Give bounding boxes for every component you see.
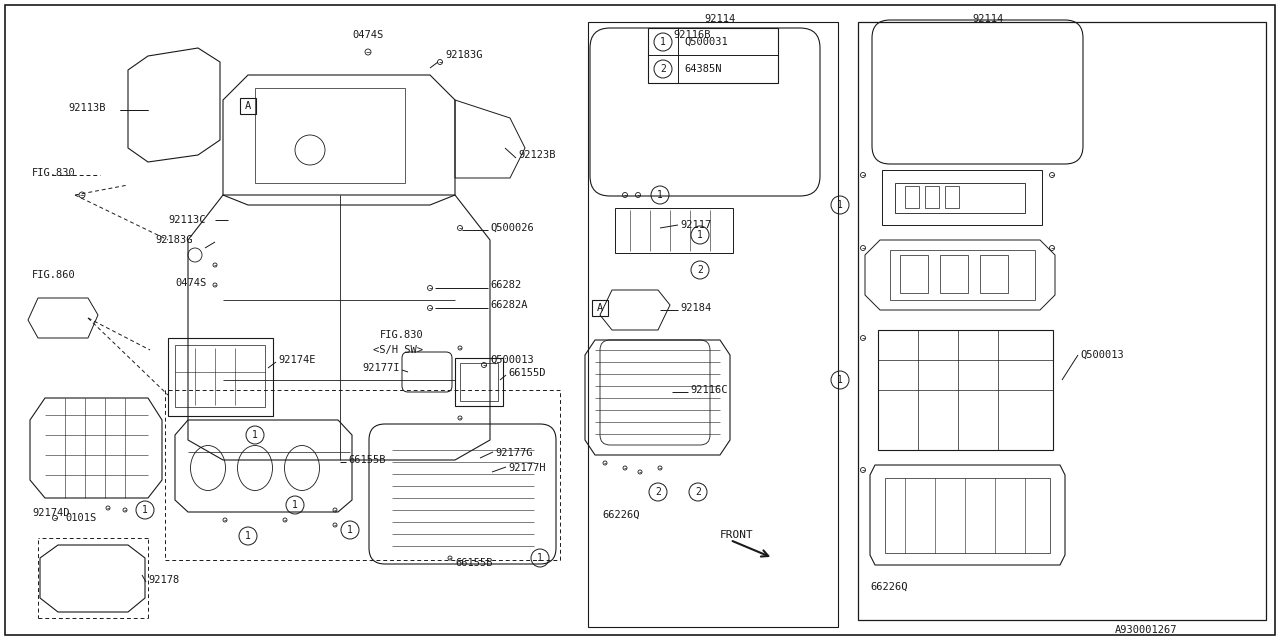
Bar: [241, 98, 256, 114]
Text: 2: 2: [698, 265, 703, 275]
Bar: [945, 186, 959, 208]
Text: Q500031: Q500031: [684, 37, 728, 47]
Text: 1: 1: [657, 190, 663, 200]
Text: 92183G: 92183G: [155, 235, 192, 245]
Text: 66155D: 66155D: [508, 368, 545, 378]
Text: 1: 1: [142, 505, 148, 515]
Text: 66226Q: 66226Q: [870, 582, 908, 592]
Text: 66282A: 66282A: [490, 300, 527, 310]
Bar: [980, 255, 1009, 293]
Text: 92174D: 92174D: [32, 508, 69, 518]
Bar: [890, 250, 1036, 300]
Text: 92178: 92178: [148, 575, 179, 585]
Text: 92113C: 92113C: [168, 215, 206, 225]
Bar: [878, 330, 1053, 450]
Text: 1: 1: [837, 375, 844, 385]
Text: 66282: 66282: [490, 280, 521, 290]
Text: Q500026: Q500026: [490, 223, 534, 233]
Text: 2: 2: [655, 487, 660, 497]
Text: 92177I: 92177I: [362, 363, 399, 373]
Bar: [460, 363, 498, 401]
Text: 66155B: 66155B: [348, 455, 385, 465]
Text: 92184: 92184: [680, 303, 712, 313]
Bar: [648, 28, 778, 83]
Text: 92114: 92114: [973, 14, 1004, 24]
Text: 64385N: 64385N: [684, 64, 722, 74]
Text: 92116B: 92116B: [673, 30, 710, 40]
Text: 92116C: 92116C: [690, 385, 727, 395]
Text: 1: 1: [292, 500, 298, 510]
Text: 92117: 92117: [680, 220, 712, 230]
Text: 92177G: 92177G: [495, 448, 532, 458]
Bar: [588, 22, 838, 627]
Text: 1: 1: [252, 430, 259, 440]
Text: 2: 2: [660, 64, 666, 74]
Text: 0101S: 0101S: [65, 513, 96, 523]
Text: 1: 1: [347, 525, 353, 535]
Text: 0474S: 0474S: [352, 30, 384, 40]
Text: FIG.860: FIG.860: [32, 270, 76, 280]
Text: 1: 1: [660, 37, 666, 47]
Bar: [940, 255, 968, 293]
Text: 92123B: 92123B: [518, 150, 556, 160]
Bar: [168, 338, 273, 416]
Bar: [175, 345, 265, 407]
Bar: [454, 358, 503, 406]
Bar: [884, 478, 1050, 553]
Text: <S/H SW>: <S/H SW>: [372, 345, 422, 355]
Text: 1: 1: [698, 230, 703, 240]
Text: 2: 2: [695, 487, 701, 497]
Text: A: A: [244, 101, 251, 111]
Bar: [614, 208, 733, 253]
Bar: [858, 22, 1266, 620]
Text: 1: 1: [244, 531, 251, 541]
Text: Q500013: Q500013: [490, 355, 534, 365]
Text: 66155B: 66155B: [454, 558, 493, 568]
Bar: [255, 88, 404, 183]
Text: FIG.830: FIG.830: [380, 330, 424, 340]
Bar: [900, 255, 928, 293]
Text: FRONT: FRONT: [721, 530, 754, 540]
Text: 92174E: 92174E: [278, 355, 315, 365]
Text: 0474S: 0474S: [175, 278, 206, 288]
Text: 92114: 92114: [704, 14, 736, 24]
Bar: [895, 183, 1025, 213]
Text: 1: 1: [538, 553, 543, 563]
Text: 92177H: 92177H: [508, 463, 545, 473]
Text: Q500013: Q500013: [1080, 350, 1124, 360]
Text: FIG.830: FIG.830: [32, 168, 76, 178]
Bar: [905, 186, 919, 208]
Text: A930001267: A930001267: [1115, 625, 1178, 635]
Text: 1: 1: [837, 200, 844, 210]
Text: 66226Q: 66226Q: [602, 510, 640, 520]
Bar: [593, 300, 608, 316]
Text: A: A: [596, 303, 603, 313]
Text: 92113B: 92113B: [68, 103, 105, 113]
Bar: [882, 170, 1042, 225]
Bar: [925, 186, 940, 208]
Text: 92183G: 92183G: [445, 50, 483, 60]
